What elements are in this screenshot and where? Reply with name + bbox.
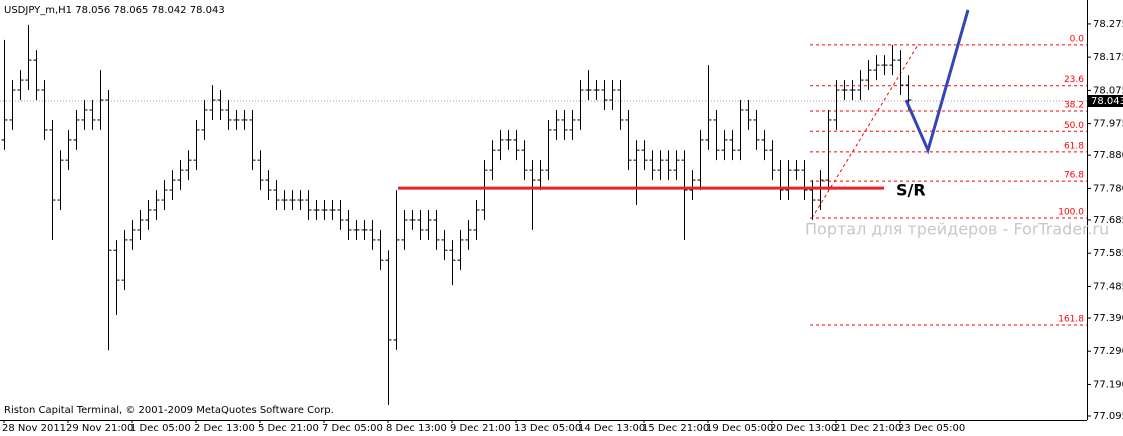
x-tick-label: 23 Dec 05:00 bbox=[898, 423, 965, 434]
x-tick-label: 19 Dec 05:00 bbox=[706, 423, 773, 434]
projection-line bbox=[904, 9, 970, 155]
chart-title: USDJPY_m,H1 78.056 78.065 78.042 78.043 bbox=[4, 5, 225, 16]
x-tick-label: 14 Dec 13:00 bbox=[578, 423, 645, 434]
fib-label: 161.8 bbox=[1058, 314, 1084, 324]
footer: Riston Capital Terminal, © 2001-2009 Met… bbox=[4, 405, 334, 416]
x-tick-label: 21 Dec 21:00 bbox=[834, 423, 901, 434]
y-tick-label: 77.585 bbox=[1093, 248, 1123, 259]
fib-label: 50.0 bbox=[1064, 121, 1084, 131]
x-tick-label: 9 Dec 21:00 bbox=[450, 423, 511, 434]
x-tick-label: 15 Dec 21:00 bbox=[642, 423, 709, 434]
fib-label: 0.0 bbox=[1070, 34, 1085, 44]
x-tick-label: 5 Dec 21:00 bbox=[258, 423, 319, 434]
x-tick-label: 1 Dec 05:00 bbox=[130, 423, 191, 434]
fib-label: 23.6 bbox=[1064, 75, 1084, 85]
x-tick-label: 8 Dec 13:00 bbox=[386, 423, 447, 434]
y-tick-label: 77.290 bbox=[1093, 346, 1123, 357]
fib-label: 61.8 bbox=[1064, 141, 1084, 151]
x-tick-label: 7 Dec 05:00 bbox=[322, 423, 383, 434]
y-tick-label: 77.485 bbox=[1093, 281, 1123, 292]
sr-label: S/R bbox=[896, 181, 926, 200]
x-tick-label: 13 Dec 05:00 bbox=[514, 423, 581, 434]
fib-label: 100.0 bbox=[1058, 207, 1084, 217]
last-price-box bbox=[1088, 95, 1123, 108]
y-tick-label: 77.190 bbox=[1093, 379, 1123, 390]
y-tick-label: 77.685 bbox=[1093, 215, 1123, 226]
x-tick-label: 2 Dec 13:00 bbox=[194, 423, 255, 434]
y-tick-label: 77.780 bbox=[1093, 183, 1123, 194]
y-tick-label: 78.175 bbox=[1093, 52, 1123, 63]
y-tick-label: 77.975 bbox=[1093, 119, 1123, 130]
watermark: Портал для трейдеров - ForTrader.ru bbox=[805, 220, 1109, 239]
last-price-label: 78.043 bbox=[1091, 96, 1123, 107]
y-tick-label: 78.075 bbox=[1093, 85, 1123, 96]
x-tick-label: 29 Nov 21:00 bbox=[66, 423, 133, 434]
y-tick-label: 78.275 bbox=[1093, 19, 1123, 30]
y-tick-label: 77.880 bbox=[1093, 150, 1123, 161]
y-tick-label: 77.095 bbox=[1093, 411, 1123, 422]
fib-label: 76.8 bbox=[1064, 171, 1084, 181]
x-tick-label: 28 Nov 2011 bbox=[2, 423, 66, 434]
y-tick-label: 77.390 bbox=[1093, 313, 1123, 324]
x-tick-label: 20 Dec 13:00 bbox=[770, 423, 837, 434]
fib-label: 38.2 bbox=[1064, 100, 1084, 110]
